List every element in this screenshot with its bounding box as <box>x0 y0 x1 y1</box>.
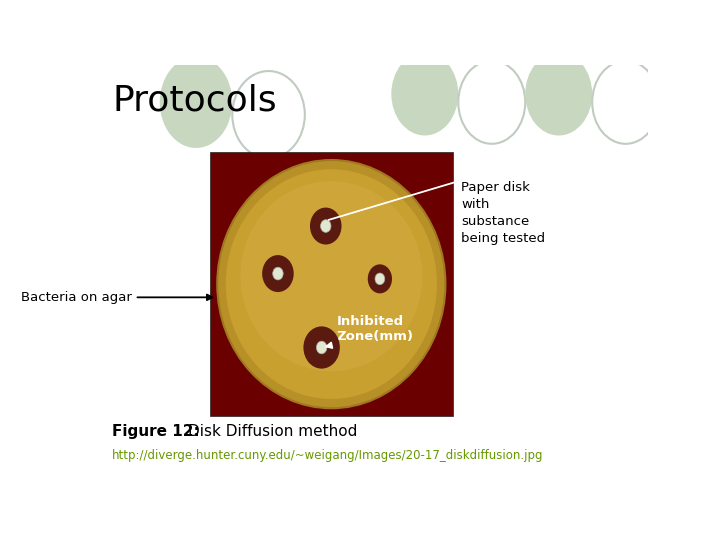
Ellipse shape <box>217 160 446 408</box>
Text: Disk Diffusion method: Disk Diffusion method <box>188 424 357 440</box>
Ellipse shape <box>273 267 283 280</box>
Text: Inhibited
Zone(mm): Inhibited Zone(mm) <box>336 315 413 343</box>
Bar <box>210 152 453 416</box>
Ellipse shape <box>160 57 233 148</box>
Text: Protocols: Protocols <box>112 84 277 118</box>
Text: Paper disk
with
substance
being tested: Paper disk with substance being tested <box>461 181 545 245</box>
Ellipse shape <box>310 207 341 245</box>
Ellipse shape <box>526 52 593 136</box>
Text: Bacteria on agar: Bacteria on agar <box>21 291 132 304</box>
Text: Figure 12:: Figure 12: <box>112 424 200 440</box>
Ellipse shape <box>240 181 423 372</box>
Ellipse shape <box>316 341 327 354</box>
Text: http://diverge.hunter.cuny.edu/~weigang/Images/20-17_diskdiffusion.jpg: http://diverge.hunter.cuny.edu/~weigang/… <box>112 449 544 462</box>
Ellipse shape <box>320 220 331 232</box>
Ellipse shape <box>262 255 294 292</box>
Ellipse shape <box>303 326 340 369</box>
Ellipse shape <box>226 169 437 399</box>
Ellipse shape <box>392 52 459 136</box>
Ellipse shape <box>375 273 384 285</box>
Ellipse shape <box>368 265 392 293</box>
